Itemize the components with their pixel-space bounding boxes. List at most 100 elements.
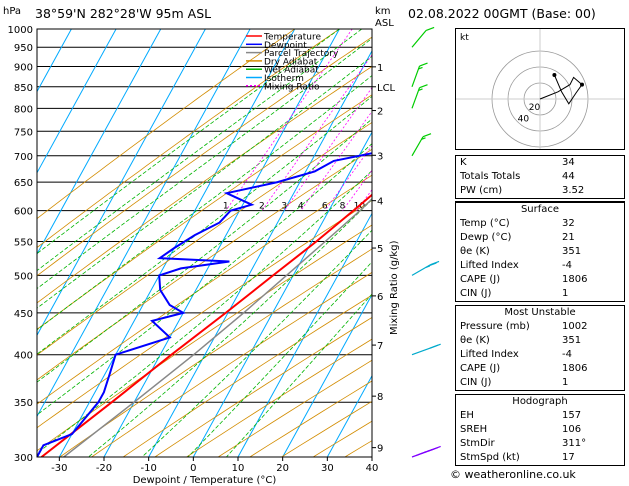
x-axis-label: Dewpoint / Temperature (°C) xyxy=(133,475,277,486)
row-value: -4 xyxy=(562,260,572,271)
barb-half-feather xyxy=(421,137,426,140)
table-row: CIN (J) 1 xyxy=(456,376,624,390)
dry-adiabat xyxy=(37,174,372,405)
row-label: CIN (J) xyxy=(460,288,492,299)
row-label: Lifted Index xyxy=(460,260,519,271)
km-tick-label: 4 xyxy=(377,197,383,208)
mixing-ratio-label: 3 xyxy=(281,202,287,212)
legend-label: Temperature xyxy=(263,33,321,43)
wet-adiabat xyxy=(37,118,372,383)
table-row: K 34 xyxy=(456,156,624,170)
legend-label: Mixing Ratio xyxy=(264,82,320,92)
mixing-ratio-line xyxy=(261,54,372,211)
barb-feather xyxy=(422,133,432,138)
row-label: Dewp (°C) xyxy=(460,232,512,243)
hodo-trace xyxy=(539,74,583,105)
dry-adiabat xyxy=(37,148,372,381)
km-label: km xyxy=(375,6,391,17)
mixing-ratio-label: 20 xyxy=(399,202,411,212)
barb-staff xyxy=(411,346,433,356)
isotherm xyxy=(103,29,340,457)
hodograph-table-title: Hodograph xyxy=(512,396,568,407)
km-tick-label: 7 xyxy=(377,341,383,352)
barb-staff xyxy=(411,29,427,48)
series-layer xyxy=(37,152,372,457)
barb-feather xyxy=(419,84,428,89)
row-label: CAPE (J) xyxy=(460,363,501,374)
isotherm xyxy=(326,374,372,457)
datetime-title: 02.08.2022 00GMT (Base: 00) xyxy=(408,6,596,21)
most-unstable-title: Most Unstable xyxy=(504,307,576,318)
dry-adiabat xyxy=(186,338,372,457)
row-value: 21 xyxy=(562,232,575,243)
mixing-ratio-label: 4 xyxy=(298,202,304,212)
row-value: 351 xyxy=(562,335,582,346)
pressure-tick-label: 850 xyxy=(14,83,33,94)
y-axis-label: Mixing Ratio (g/kg) xyxy=(389,240,400,335)
dry-adiabat xyxy=(37,29,295,220)
hpa-label: hPa xyxy=(3,6,21,17)
pressure-tick-label: 550 xyxy=(14,238,33,249)
row-label: SREH xyxy=(460,424,488,435)
wet-adiabat xyxy=(187,261,372,457)
barb-feather xyxy=(429,344,439,349)
mixing-ratio-label: 8 xyxy=(340,202,346,212)
hodo-point xyxy=(552,73,557,77)
wind-barb xyxy=(411,62,428,87)
pressure-tick-label: 700 xyxy=(14,152,33,163)
temp-tick-label: -20 xyxy=(96,463,112,474)
table-row: CAPE (J) 1806 xyxy=(456,362,624,376)
wind-barb xyxy=(411,445,441,458)
wind-barb xyxy=(411,260,440,276)
wet-adiabat xyxy=(37,29,340,255)
km-tick-label: 8 xyxy=(377,392,383,403)
pressure-tick-label: 950 xyxy=(14,43,33,54)
row-value: 311° xyxy=(562,438,587,449)
row-label: PW (cm) xyxy=(460,185,503,196)
barb-half-feather xyxy=(418,88,423,92)
table-row: Dewp (°C) 21 xyxy=(456,231,624,245)
wind-barbs xyxy=(411,26,441,458)
row-value: 1002 xyxy=(562,321,588,332)
temp-tick-label: 10 xyxy=(232,463,245,474)
wet-adiabat xyxy=(226,293,372,457)
table-row: θe (K) 351 xyxy=(456,245,624,259)
dry-adiabat xyxy=(122,294,372,457)
hodo-point xyxy=(580,82,584,87)
isotherm xyxy=(282,293,372,457)
temp-tick-label: 0 xyxy=(190,463,196,474)
mixing-ratio-label: 25 xyxy=(415,202,426,212)
row-value: 1806 xyxy=(562,274,588,285)
isotherm xyxy=(37,29,72,93)
km-tick-label: 5 xyxy=(377,244,383,255)
table-row: StmDir 311° xyxy=(456,437,624,451)
hodo-kt-label: kt xyxy=(460,33,469,43)
temp-tick-label: 20 xyxy=(276,463,289,474)
isotherm xyxy=(237,212,372,457)
dry-adiabat xyxy=(59,248,372,457)
mixing-ratio-line xyxy=(300,110,372,211)
table-row: StmSpd (kt) 17 xyxy=(456,451,624,465)
pressure-tick-label: 450 xyxy=(14,309,33,320)
pressure-tick-label: 750 xyxy=(14,127,33,138)
legend-label: Isotherm xyxy=(264,74,304,84)
pressure-tick-label: 650 xyxy=(14,178,33,189)
wind-barb xyxy=(411,133,432,157)
legend-label: Wet Adiabat xyxy=(264,66,319,76)
hodograph-table-panel: Hodograph EH 157 SREH 106 StmDir 311° StmSpd (… xyxy=(455,394,625,466)
km-tick-label: 1 xyxy=(377,63,383,74)
isotherm xyxy=(58,29,296,457)
row-value: 1 xyxy=(562,288,569,299)
row-value: 351 xyxy=(562,246,582,257)
pressure-tick-label: 900 xyxy=(14,62,33,73)
dry-adiabat xyxy=(37,121,372,356)
barb-half-feather xyxy=(415,453,420,457)
dry-adiabat xyxy=(37,94,372,330)
temp-tick-label: 30 xyxy=(321,463,334,474)
table-row: Pressure (mb) 1002 xyxy=(456,320,624,334)
barb-staff xyxy=(411,87,421,109)
wet-adiabat xyxy=(37,37,372,290)
row-label: StmDir xyxy=(460,438,495,449)
